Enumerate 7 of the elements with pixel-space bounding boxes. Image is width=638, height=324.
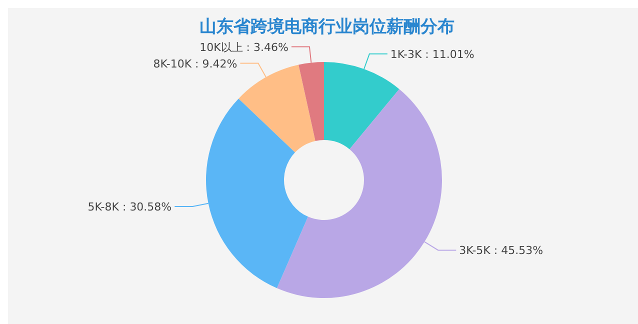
slice-label: 3K-5K : 45.53% [459, 244, 544, 258]
slice-label: 5K-8K : 30.58% [88, 200, 172, 214]
slice-label: 1K-3K : 11.01% [390, 48, 474, 61]
slice-label: 8K-10K : 9.42% [153, 57, 238, 70]
donut-slice [238, 64, 316, 152]
chart-title: 山东省跨境电商行业岗位薪酬分布 [200, 17, 454, 37]
slice-label: 10K以上 : 3.46% [200, 40, 288, 54]
